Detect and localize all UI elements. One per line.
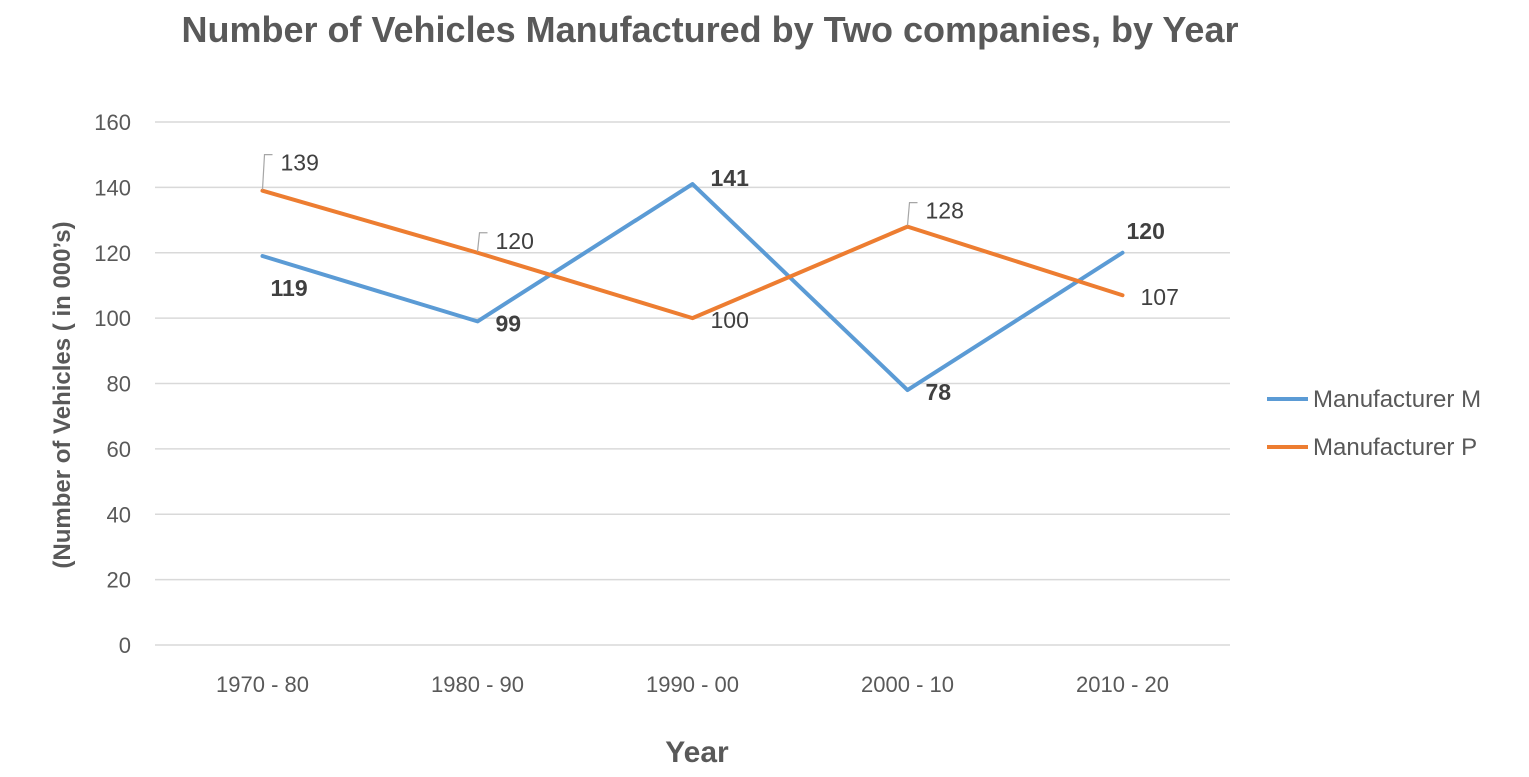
y-tick-label: 40 <box>107 502 131 527</box>
data-label: 141 <box>711 165 750 191</box>
y-tick-label: 140 <box>94 175 131 200</box>
series-line-manufacturer-m <box>260 182 1125 393</box>
y-tick-label: 0 <box>119 633 131 658</box>
legend-label: Manufacturer P <box>1313 434 1477 461</box>
data-label-leader <box>906 202 918 226</box>
data-label: 128 <box>926 198 964 224</box>
legend: Manufacturer M Manufacturer P <box>1267 386 1481 461</box>
x-tick-label: 2000 - 10 <box>861 672 954 697</box>
legend-label: Manufacturer M <box>1313 386 1481 413</box>
y-axis-ticks: 0 20 40 60 80 100 120 140 160 <box>94 110 131 658</box>
y-tick-label: 20 <box>107 568 131 593</box>
data-label: 120 <box>496 228 534 254</box>
y-axis-title: (Number of Vehicles ( in 000’s) <box>49 221 76 568</box>
x-axis-ticks: 1970 - 80 1980 - 90 1990 - 00 2000 - 10 2010… <box>216 672 1169 697</box>
data-label: 99 <box>496 310 522 336</box>
x-tick-label: 1990 - 00 <box>646 672 739 697</box>
x-tick-label: 1970 - 80 <box>216 672 309 697</box>
gridlines <box>155 121 1230 646</box>
chart-title: Number of Vehicles Manufactured by Two c… <box>182 9 1239 50</box>
x-axis-title: Year <box>665 736 729 769</box>
x-tick-label: 1980 - 90 <box>431 672 524 697</box>
data-label-leader <box>261 154 273 190</box>
data-label: 120 <box>1127 218 1165 244</box>
x-tick-label: 2010 - 20 <box>1076 672 1169 697</box>
data-label-leader <box>476 232 488 252</box>
data-label: 107 <box>1141 284 1179 310</box>
series-lines <box>260 182 1125 393</box>
y-tick-label: 80 <box>107 372 131 397</box>
data-label: 139 <box>281 150 319 176</box>
series-line-manufacturer-p <box>260 188 1125 321</box>
data-label: 100 <box>711 307 749 333</box>
data-label: 119 <box>271 275 308 301</box>
y-tick-label: 160 <box>94 110 131 135</box>
data-label: 78 <box>926 379 952 405</box>
y-tick-label: 120 <box>94 241 131 266</box>
y-tick-label: 100 <box>94 306 131 331</box>
y-tick-label: 60 <box>107 437 131 462</box>
data-labels: 119 99 141 78 120 139 120 100 128 107 <box>261 150 1179 405</box>
